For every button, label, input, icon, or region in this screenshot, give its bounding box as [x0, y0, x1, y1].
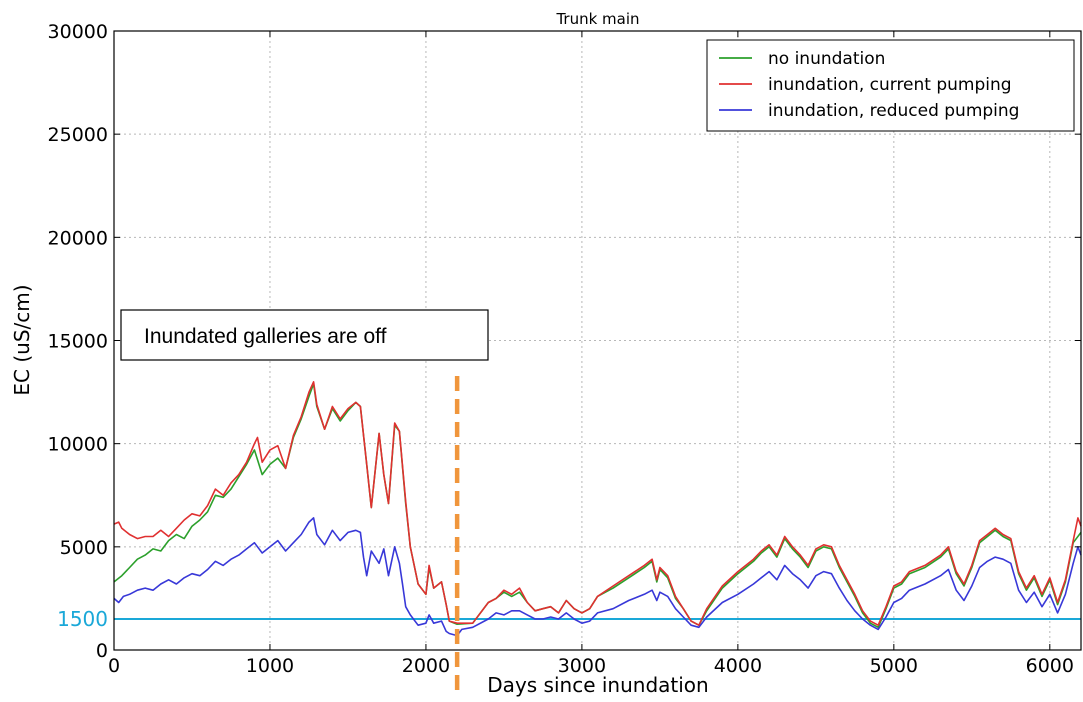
x-tick-label: 0 — [108, 655, 120, 677]
y-tick-label: 10000 — [48, 434, 108, 456]
y-tick-label: 0 — [96, 640, 108, 662]
legend-label: inundation, reduced pumping — [768, 101, 1019, 121]
x-tick-label: 4000 — [714, 655, 762, 677]
y-tick-label: 25000 — [48, 124, 108, 146]
x-tick-label: 1000 — [246, 655, 294, 677]
y-axis-title: EC (uS/cm) — [10, 284, 34, 395]
y-tick-label: 20000 — [48, 227, 108, 249]
series-line-2 — [113, 381, 1082, 626]
x-tick-label: 5000 — [870, 655, 918, 677]
annotation-box: Inundated galleries are off — [120, 309, 489, 361]
series-line-1 — [113, 383, 1082, 629]
legend-frame — [706, 39, 1075, 132]
y-tick-label: 30000 — [48, 21, 108, 43]
legend-label: inundation, current pumping — [768, 75, 1012, 95]
y-tick-label: 15000 — [48, 331, 108, 353]
legend: no inundation inundation, current pumping… — [706, 39, 1075, 132]
threshold-label: 1500 — [57, 607, 108, 631]
legend-label: no inundation — [768, 49, 885, 69]
x-tick-label: 2000 — [402, 655, 450, 677]
chart-title: Trunk main — [555, 10, 639, 28]
series-line-3 — [113, 517, 1082, 637]
annotation-frame — [120, 309, 489, 361]
grid — [114, 31, 1081, 650]
y-tick-label: 5000 — [60, 537, 108, 559]
x-axis-title: Days since inundation — [487, 673, 708, 697]
annotation-text: Inundated galleries are off — [144, 325, 387, 348]
x-tick-label: 3000 — [558, 655, 606, 677]
x-tick-label: 6000 — [1026, 655, 1074, 677]
ticks-group: 0 1000 2000 3000 4000 5000 6000 0 5000 10000 15000… — [48, 21, 1081, 677]
series-group — [113, 381, 1082, 637]
